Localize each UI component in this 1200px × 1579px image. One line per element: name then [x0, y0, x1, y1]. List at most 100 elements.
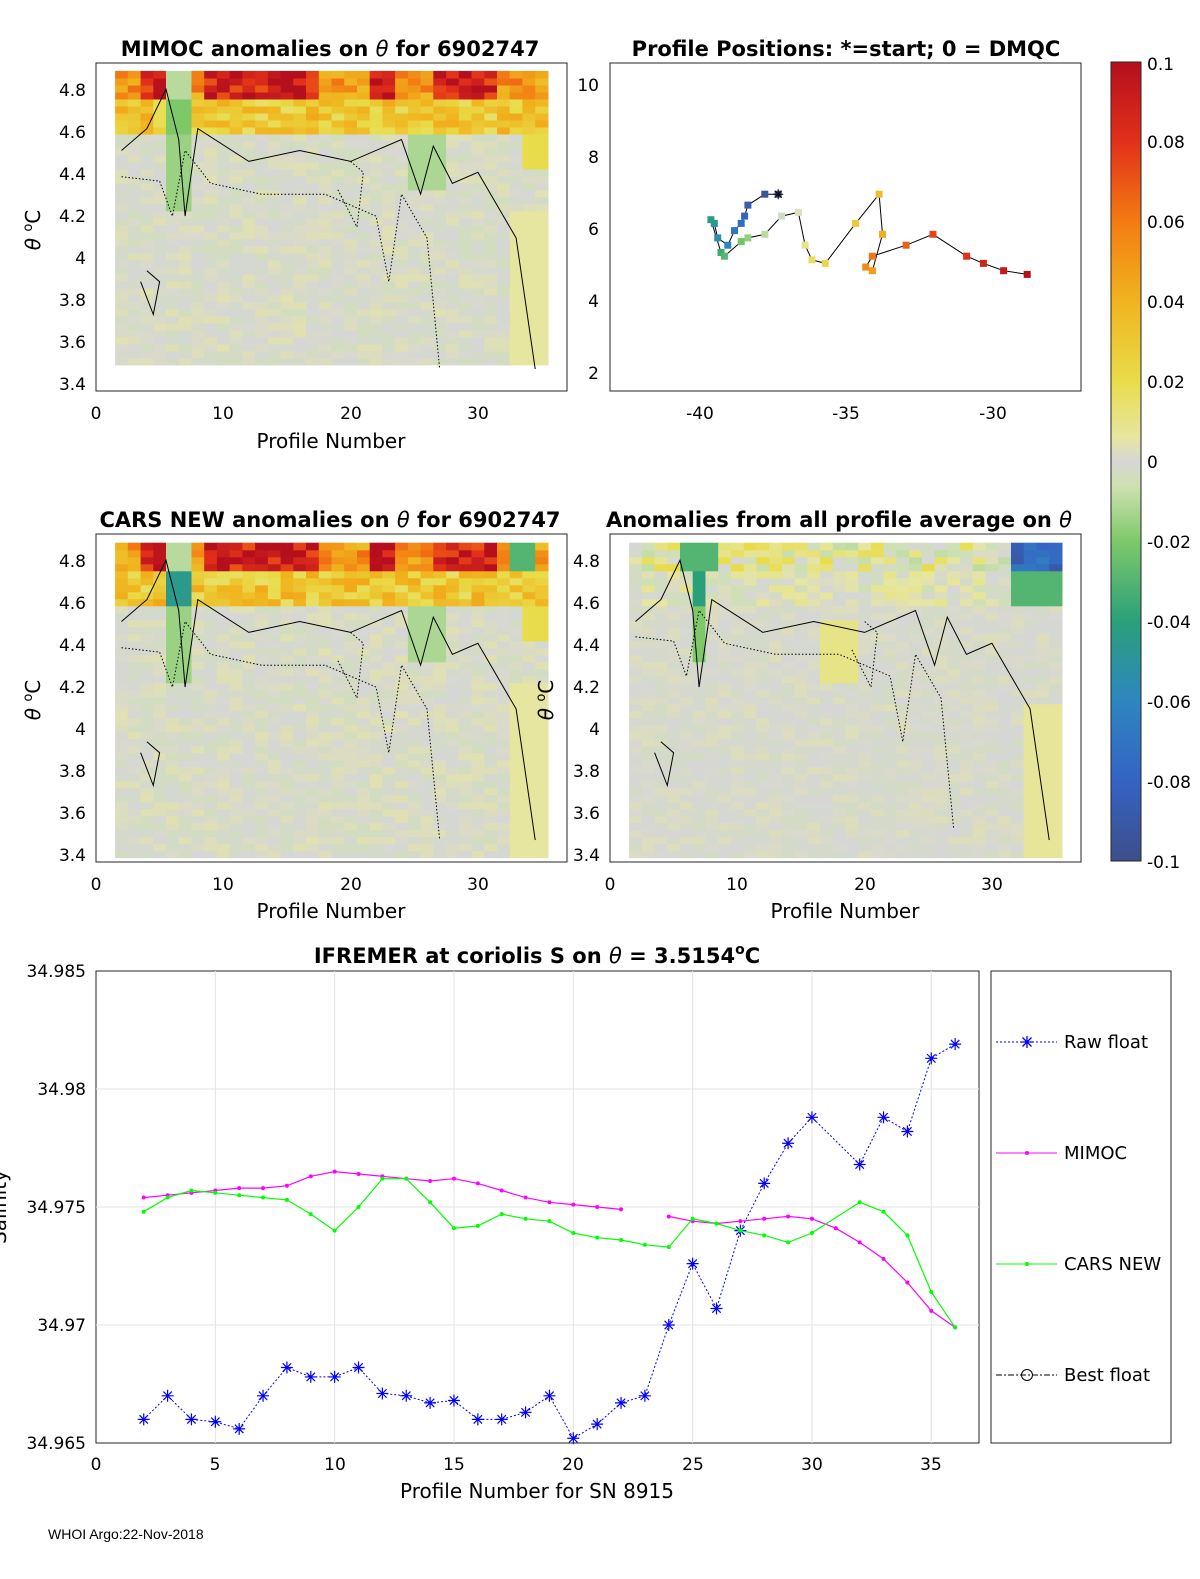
- panel-salinity-xtick: 25: [682, 1455, 704, 1475]
- heat-cell: [832, 836, 847, 845]
- heat-cell: [242, 703, 256, 712]
- heat-cell: [166, 231, 180, 240]
- heat-cell: [871, 843, 885, 852]
- heat-cell: [1023, 766, 1037, 775]
- heat-cell: [934, 703, 948, 712]
- heat-cell: [497, 357, 511, 366]
- heat-cell: [1049, 829, 1063, 838]
- heat-cell: [934, 808, 948, 817]
- heat-cell: [115, 787, 129, 796]
- heat-cell: [471, 626, 485, 635]
- heat-cell: [743, 843, 757, 852]
- heat-cell: [115, 717, 129, 726]
- heat-cell: [458, 70, 473, 79]
- heat-cell: [743, 731, 757, 740]
- heat-cell: [191, 322, 205, 331]
- heat-cell: [382, 640, 396, 649]
- heat-cell: [267, 668, 282, 677]
- heat-cell: [807, 556, 821, 565]
- heat-cell: [191, 91, 205, 100]
- heat-cell: [191, 112, 205, 121]
- heat-cell: [705, 591, 719, 600]
- heat-cell: [127, 280, 142, 289]
- heat-cell: [140, 77, 154, 86]
- heat-cell: [204, 112, 218, 121]
- heat-cell: [446, 675, 460, 684]
- heat-cell: [509, 133, 523, 142]
- heat-cell: [255, 563, 269, 572]
- heat-cell: [178, 287, 192, 296]
- heat-cell: [1036, 801, 1050, 810]
- heat-cell: [242, 591, 256, 600]
- heat-cell: [395, 591, 409, 600]
- heat-cell: [115, 626, 129, 635]
- heat-cell: [484, 217, 498, 226]
- star-marker-icon: [1021, 1036, 1033, 1048]
- data-point: [714, 1221, 719, 1226]
- heat-cell: [420, 710, 434, 719]
- heat-cell: [1011, 654, 1025, 663]
- heat-cell: [153, 745, 167, 754]
- heat-cell: [985, 731, 999, 740]
- heat-cell: [216, 738, 231, 747]
- heat-cell: [1023, 822, 1037, 831]
- heat-cell: [535, 168, 549, 177]
- heat-cell: [858, 654, 872, 663]
- legend-item-raw-float[interactable]: Raw float: [996, 1032, 1148, 1053]
- heat-cell: [705, 696, 719, 705]
- heat-cell: [896, 794, 910, 803]
- heat-cell: [458, 189, 473, 198]
- heat-cell: [484, 850, 498, 859]
- heat-cell: [255, 773, 269, 782]
- heat-cell: [318, 91, 333, 100]
- heat-cell: [522, 640, 536, 649]
- heat-cell: [1023, 780, 1037, 789]
- heat-cell: [692, 640, 706, 649]
- heat-cell: [845, 801, 859, 810]
- heat-cell: [318, 84, 333, 93]
- heat-cell: [972, 703, 987, 712]
- heat-cell: [484, 189, 498, 198]
- heat-cell: [497, 717, 511, 726]
- heat-cell: [921, 605, 936, 614]
- heat-cell: [458, 556, 473, 565]
- position-marker: [1000, 267, 1008, 275]
- heat-cell: [509, 717, 523, 726]
- heat-cell: [446, 829, 460, 838]
- heat-cell: [1023, 745, 1037, 754]
- heat-cell: [641, 689, 656, 698]
- heat-cell: [654, 605, 668, 614]
- heat-cell: [306, 577, 320, 586]
- heat-cell: [972, 563, 987, 572]
- heat-cell: [216, 829, 231, 838]
- heat-cell: [484, 682, 498, 691]
- heat-cell: [115, 301, 129, 310]
- heat-cell: [382, 556, 396, 565]
- heat-cell: [293, 287, 307, 296]
- heat-cell: [535, 273, 549, 282]
- heat-cell: [1023, 682, 1037, 691]
- heat-cell: [909, 598, 923, 607]
- legend-item-best-float[interactable]: Best float: [996, 1365, 1150, 1386]
- heat-cell: [216, 238, 231, 247]
- heat-cell: [318, 308, 333, 317]
- legend-item-mimoc[interactable]: MIMOC: [996, 1143, 1127, 1164]
- heat-cell: [293, 626, 307, 635]
- heat-cell: [985, 570, 999, 579]
- heat-cell: [1023, 563, 1037, 572]
- heat-cell: [446, 724, 460, 733]
- heat-cell: [407, 794, 422, 803]
- heat-cell: [191, 238, 205, 247]
- heat-cell: [883, 654, 897, 663]
- heat-cell: [344, 217, 358, 226]
- heat-cell: [420, 343, 434, 352]
- heat-cell: [115, 843, 129, 852]
- heat-cell: [153, 147, 167, 156]
- heat-cell: [166, 350, 180, 359]
- legend-item-cars-new[interactable]: CARS NEW: [996, 1254, 1161, 1275]
- heat-cell: [229, 591, 243, 600]
- heat-cell: [127, 724, 142, 733]
- heat-cell: [357, 231, 371, 240]
- heat-cell: [497, 210, 511, 219]
- heat-cell: [331, 343, 345, 352]
